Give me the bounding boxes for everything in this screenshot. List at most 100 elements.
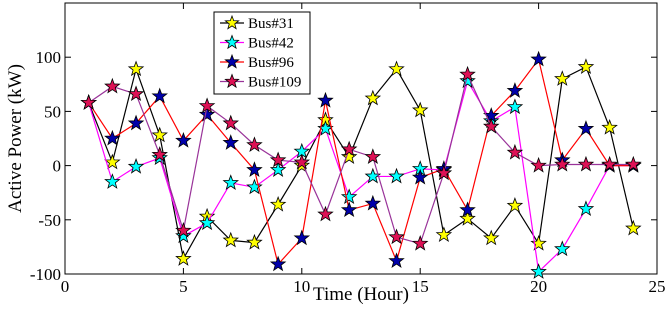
data-point [222,174,240,190]
data-point [80,94,97,110]
data-point [151,126,168,143]
data-point [483,229,500,246]
x-tick-label: 25 [649,277,665,296]
data-point [459,210,476,226]
legend-item: Bus#42 [220,34,294,52]
data-point [340,148,358,164]
y-tick-label: 50 [44,102,61,121]
data-point [364,194,382,211]
data-point [388,167,405,184]
data-point [269,255,287,272]
data-point [601,118,618,135]
legend-marker [224,53,240,69]
data-point [222,134,240,150]
data-point [340,188,358,205]
y-tick-label: -100 [30,265,61,284]
x-axis-label: Time (Hour) [313,284,409,305]
data-point [269,195,287,212]
data-point [127,85,145,102]
legend-label: Bus#31 [248,16,294,32]
y-tick-label: 0 [53,157,62,176]
data-point [577,155,595,172]
data-point [577,58,595,74]
series-line [88,57,634,266]
legend-marker [224,34,240,50]
data-point [269,151,287,168]
data-point [317,91,334,108]
legend-item: Bus#96 [220,53,294,71]
data-point [625,219,642,236]
data-point [246,136,263,153]
data-point [104,173,121,189]
legend-label: Bus#96 [248,55,294,71]
data-point [364,89,382,106]
data-point [554,155,571,172]
y-axis-label: Active Power (kW) [5,64,26,213]
data-point [506,143,524,160]
data-point [198,97,216,113]
data-point [104,77,121,94]
data-point [435,226,453,242]
data-point [554,70,571,86]
data-point [411,101,429,118]
legend-label: Bus#42 [248,36,294,52]
data-point [388,60,405,77]
data-point [151,146,168,162]
axis-ticks: 0 5 10 15 20 25 -100 -50 0 50 100 [30,3,665,296]
data-point [530,156,547,173]
data-point [506,197,524,213]
data-point [388,228,405,245]
series-line [88,66,634,261]
data-point [151,87,168,104]
data-point [104,129,121,146]
data-point [411,234,429,251]
data-point [411,168,429,185]
data-point [293,229,311,246]
data-point [127,60,145,77]
legend-item: Bus#31 [220,14,294,32]
data-point [601,155,618,172]
data-point [198,214,216,231]
data-point [222,114,240,131]
data-point [577,200,595,216]
data-point [435,164,453,181]
data-point [127,114,145,131]
data-point [198,105,216,122]
data-point [625,155,642,172]
data-point [459,201,476,218]
data-point [530,234,547,251]
data-point [577,120,595,136]
data-point [293,153,311,170]
series-bus-109 [80,65,642,251]
data-point [175,250,192,266]
x-tick-label: 10 [293,277,310,296]
legend-marker [224,73,240,89]
x-tick-label: 5 [179,277,188,296]
data-point [388,252,405,269]
data-point [246,161,263,177]
data-point [506,98,524,115]
data-point [459,65,476,82]
data-point [175,227,192,244]
x-tick-label: 15 [412,277,429,296]
data-point [175,221,192,238]
legend-marker [224,14,240,30]
data-point [127,158,145,174]
data-point [175,132,192,148]
data-point [246,178,263,195]
series-layer [80,50,642,279]
data-point [246,233,263,250]
x-tick-label: 20 [530,277,547,296]
data-point [530,50,547,67]
x-tick-label: 0 [61,277,70,296]
legend-label: Bus#109 [248,75,301,91]
series-line [88,79,634,274]
data-point [104,153,121,170]
data-point [317,205,334,222]
data-point [364,148,382,164]
data-point [222,231,240,248]
y-tick-label: -50 [38,211,61,230]
data-point [340,140,358,157]
data-point [459,72,476,89]
